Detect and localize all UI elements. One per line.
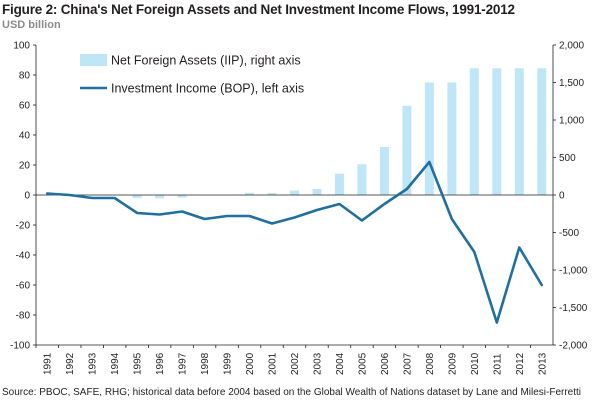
x-tick-label: 1999 xyxy=(223,352,234,375)
x-tick-label: 1992 xyxy=(65,352,76,375)
legend-label-investment-income: Investment Income (BOP), left axis xyxy=(111,82,304,96)
right-tick-label: 1,000 xyxy=(559,116,584,127)
x-tick-label: 1996 xyxy=(155,352,166,375)
bar-2011 xyxy=(492,68,502,195)
source-note: Source: PBOC, SAFE, RHG; historical data… xyxy=(2,387,582,398)
x-tick-label: 2010 xyxy=(470,352,481,375)
legend-label-net-foreign-assets: Net Foreign Assets (IIP), right axis xyxy=(111,54,301,68)
bar-2002 xyxy=(290,190,299,195)
left-tick-label: 0 xyxy=(24,191,30,202)
right-tick-label: -2,000 xyxy=(559,341,588,352)
legend-swatch-net-foreign-assets xyxy=(80,54,107,66)
x-tick-label: 2004 xyxy=(335,352,346,375)
x-tick-label: 1991 xyxy=(43,352,54,375)
x-tick-label: 2001 xyxy=(268,352,279,375)
x-tick-label: 1993 xyxy=(88,352,99,375)
bar-2005 xyxy=(357,164,367,195)
bar-2003 xyxy=(312,189,322,195)
x-tick-label: 1997 xyxy=(178,352,189,375)
x-tick-label: 2012 xyxy=(515,352,526,375)
left-tick-label: -40 xyxy=(16,251,31,262)
left-tick-label: -60 xyxy=(16,281,31,292)
bar-2001 xyxy=(267,193,277,195)
investment-income-line xyxy=(45,160,544,324)
left-tick-label: 80 xyxy=(19,71,31,82)
x-tick-label: 2007 xyxy=(402,352,413,375)
right-tick-label: 500 xyxy=(559,153,576,164)
bar-2013 xyxy=(537,68,547,195)
left-tick-label: 40 xyxy=(19,131,31,142)
right-tick-label: -1,000 xyxy=(559,266,588,277)
bar-2006 xyxy=(379,147,389,195)
x-tick-label: 2005 xyxy=(357,352,368,375)
chart-subtitle: USD billion xyxy=(2,19,61,31)
x-tick-label: 2000 xyxy=(245,352,256,375)
right-tick-label: 2,000 xyxy=(559,41,584,52)
right-tick-label: 1,500 xyxy=(559,78,584,89)
x-tick-label: 2011 xyxy=(492,353,503,375)
left-tick-label: -80 xyxy=(16,311,31,322)
bar-2007 xyxy=(402,105,412,195)
bar-2000 xyxy=(245,192,255,195)
bar-2012 xyxy=(514,68,524,195)
chart-title: Figure 2: China's Net Foreign Assets and… xyxy=(2,2,515,17)
left-tick-label: 60 xyxy=(19,101,31,112)
left-tick-label: -100 xyxy=(10,341,30,352)
bar-1997 xyxy=(177,195,187,198)
bar-2010 xyxy=(469,68,479,195)
left-tick-label: -20 xyxy=(16,221,31,232)
left-tick-label: 100 xyxy=(13,41,30,52)
bar-2008 xyxy=(424,82,434,195)
bar-2009 xyxy=(447,82,457,195)
x-tick-label: 2002 xyxy=(290,352,301,375)
chart-legend: Net Foreign Assets (IIP), right axis Inv… xyxy=(80,54,304,96)
right-tick-label: -500 xyxy=(559,228,579,239)
right-tick-label: -1,500 xyxy=(559,303,588,314)
x-tick-label: 2009 xyxy=(447,352,458,375)
bar-1996 xyxy=(155,195,165,199)
x-tick-label: 1994 xyxy=(110,352,121,375)
bar-series-net-foreign-assets xyxy=(132,68,547,199)
chart-axes: 100 80 60 40 20 0 -20 -40 -60 -80 -100 2,000 1,500 1,… xyxy=(10,41,588,376)
bar-2004 xyxy=(334,173,344,195)
line-series-investment-income xyxy=(45,160,544,324)
bar-1995 xyxy=(132,195,142,198)
x-tick-label: 2003 xyxy=(312,352,323,375)
left-tick-label: 20 xyxy=(19,161,31,172)
x-tick-label: 1995 xyxy=(133,352,144,375)
right-tick-label: 0 xyxy=(559,191,565,202)
x-tick-label: 2013 xyxy=(537,352,548,375)
x-tick-label: 2008 xyxy=(425,352,436,375)
x-tick-label: 2006 xyxy=(380,352,391,375)
x-tick-label: 1998 xyxy=(200,352,211,375)
